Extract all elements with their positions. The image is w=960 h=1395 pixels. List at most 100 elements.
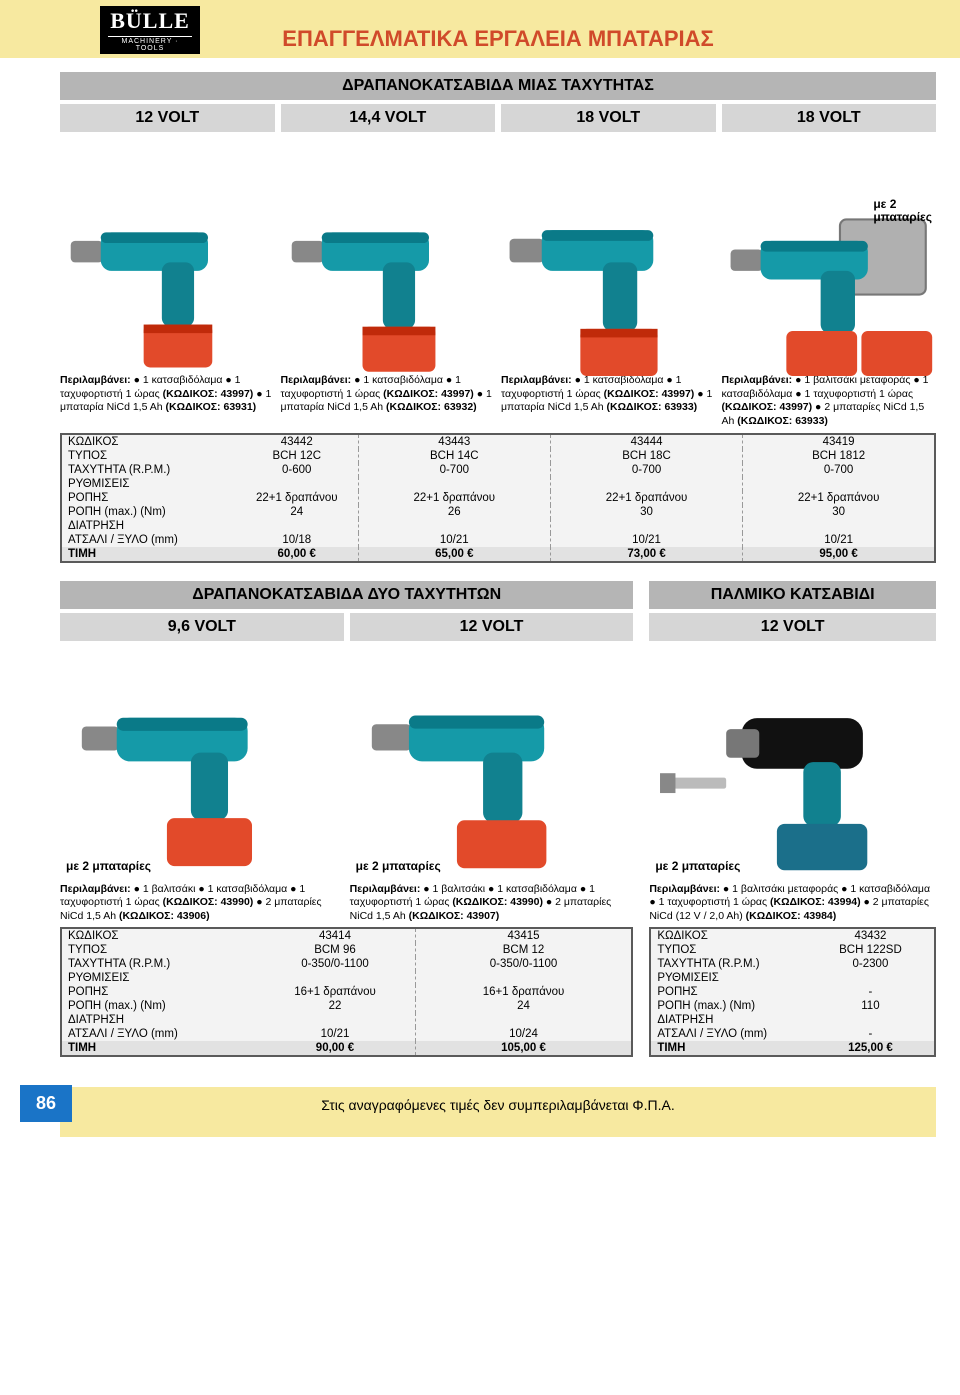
spec-label: ΑΤΣΑΛΙ / ΞΥΛΟ (mm) [61, 533, 236, 547]
spec-value: 0-700 [743, 463, 935, 477]
spec-value: 43419 [743, 434, 935, 449]
spec-label: ΡΟΠΗ (max.) (Nm) [650, 999, 807, 1013]
spec-label: ΡΥΘΜΙΣΕΙΣ [61, 971, 255, 985]
section2b: ΠΑΛΜΙΚΟ ΚΑΤΣΑΒΙΔΙ 12 VOLT με 2 μπαταρίες… [649, 581, 936, 1076]
section2a-spec-table: ΚΩΔΙΚΟΣ4341443415ΤΥΠΟΣBCM 96BCM 12ΤΑΧΥΤΗ… [60, 927, 633, 1057]
spec-label: ΡΟΠΗ (max.) (Nm) [61, 505, 236, 519]
includes-text: Περιλαμβάνει: ● 1 βαλιτσάκι μεταφοράς ● … [722, 374, 937, 429]
spec-value [415, 1013, 632, 1027]
product-col: με 2 μπαταρίες [60, 647, 344, 877]
brand-name: BÜLLE [108, 8, 192, 34]
drill-image [350, 685, 634, 855]
section2a-products: με 2 μπαταρίες με 2 μπαταρίες [60, 647, 633, 877]
section2a-volt-row: 9,6 VOLT 12 VOLT [60, 613, 633, 641]
spec-label: ΤΑΧΥΤΗΤΑ (R.P.M.) [61, 957, 255, 971]
spec-label: ΤΥΠΟΣ [61, 449, 236, 463]
price-value: 65,00 € [358, 547, 550, 562]
product-col: με 2 μπαταρίες [722, 138, 937, 368]
volt-cell: 12 VOLT [350, 613, 634, 641]
spec-value [255, 1013, 415, 1027]
price-value: 105,00 € [415, 1041, 632, 1056]
spec-label: ΡΟΠΗΣ [61, 491, 236, 505]
volt-cell: 18 VOLT [501, 104, 716, 132]
section2a: ΔΡΑΠΑΝΟΚΑΤΣΑΒΙΔΑ ΔΥΟ ΤΑΧΥΤΗΤΩΝ 9,6 VOLT … [60, 581, 633, 1076]
spec-value [550, 477, 742, 491]
product-col [60, 138, 275, 368]
spec-label: ΔΙΑΤΡΗΣΗ [650, 1013, 807, 1027]
includes-text: Περιλαμβάνει: ● 1 βαλιτσάκι ● 1 κατσαβιδ… [350, 883, 634, 924]
brand-logo: BÜLLE MACHINERY · TOOLS [100, 6, 200, 54]
spec-label: ΚΩΔΙΚΟΣ [61, 928, 255, 943]
spec-value: 43414 [255, 928, 415, 943]
spec-value: 0-2300 [807, 957, 935, 971]
page-number: 86 [20, 1085, 72, 1122]
price-value: 95,00 € [743, 547, 935, 562]
spec-value: 24 [415, 999, 632, 1013]
spec-value [255, 971, 415, 985]
section2a-includes: Περιλαμβάνει: ● 1 βαλιτσάκι ● 1 κατσαβιδ… [60, 883, 633, 924]
spec-value: 22 [255, 999, 415, 1013]
footer-text: Στις αναγραφόμενες τιμές δεν συμπεριλαμβ… [321, 1097, 674, 1113]
price-label: ΤΙΜΗ [650, 1041, 807, 1056]
spec-value: 10/21 [743, 533, 935, 547]
section2b-products: με 2 μπαταρίες [649, 647, 936, 877]
includes-text: Περιλαμβάνει: ● 1 βαλιτσάκι μεταφοράς ● … [649, 883, 936, 924]
two-battery-note: με 2 μπαταρίες [873, 198, 932, 224]
section2b-spec-table: ΚΩΔΙΚΟΣ43432ΤΥΠΟΣBCH 122SDΤΑΧΥΤΗΤΑ (R.P.… [649, 927, 936, 1057]
section2a-title: ΔΡΑΠΑΝΟΚΑΤΣΑΒΙΔΑ ΔΥΟ ΤΑΧΥΤΗΤΩΝ [60, 581, 633, 609]
spec-value: BCH 122SD [807, 943, 935, 957]
spec-label: ΤΑΧΥΤΗΤΑ (R.P.M.) [61, 463, 236, 477]
spec-value: 26 [358, 505, 550, 519]
product-col: με 2 μπαταρίες [649, 647, 936, 877]
spec-value: 10/21 [358, 533, 550, 547]
spec-value [236, 477, 358, 491]
spec-value [415, 971, 632, 985]
spec-value: 10/18 [236, 533, 358, 547]
spec-value: 22+1 δραπάνου [358, 491, 550, 505]
spec-value: 43432 [807, 928, 935, 943]
spec-value [550, 519, 742, 533]
spec-value: 0-350/0-1100 [415, 957, 632, 971]
section1-includes: Περιλαμβάνει: ● 1 κατσαβιδόλαμα ● 1 ταχυ… [60, 374, 936, 429]
spec-value: 30 [743, 505, 935, 519]
section2b-includes: Περιλαμβάνει: ● 1 βαλιτσάκι μεταφοράς ● … [649, 883, 936, 924]
price-label: ΤΙΜΗ [61, 1041, 255, 1056]
spec-value: BCH 18C [550, 449, 742, 463]
spec-value [743, 519, 935, 533]
section1-products: με 2 μπαταρίες [60, 138, 936, 368]
spec-value [236, 519, 358, 533]
spec-value: 10/21 [255, 1027, 415, 1041]
spec-label: ΔΙΑΤΡΗΣΗ [61, 519, 236, 533]
product-col [501, 138, 716, 368]
spec-label: ΡΟΠΗΣ [650, 985, 807, 999]
spec-label: ΤΥΠΟΣ [650, 943, 807, 957]
drill-image [501, 198, 716, 368]
spec-value: BCH 12C [236, 449, 358, 463]
spec-value: 30 [550, 505, 742, 519]
spec-value: BCM 12 [415, 943, 632, 957]
spec-value: - [807, 1027, 935, 1041]
spec-value: 0-700 [550, 463, 742, 477]
spec-value [807, 1013, 935, 1027]
section1-spec-table: ΚΩΔΙΚΟΣ43442434434344443419ΤΥΠΟΣBCH 12CB… [60, 433, 936, 563]
spec-value [807, 971, 935, 985]
drill-image [281, 198, 496, 368]
section1-title: ΔΡΑΠΑΝΟΚΑΤΣΑΒΙΔΑ ΜΙΑΣ ΤΑΧΥΤΗΤΑΣ [60, 72, 936, 100]
spec-value: BCH 14C [358, 449, 550, 463]
section2b-volt-row: 12 VOLT [649, 613, 936, 641]
footer-bar: 86 Στις αναγραφόμενες τιμές δεν συμπεριλ… [60, 1087, 936, 1137]
spec-value: BCH 1812 [743, 449, 935, 463]
spec-value: 10/21 [550, 533, 742, 547]
spec-label: ΔΙΑΤΡΗΣΗ [61, 1013, 255, 1027]
spec-value: 43442 [236, 434, 358, 449]
spec-value: 24 [236, 505, 358, 519]
drill-image [60, 685, 344, 855]
section1-volt-row: 12 VOLT 14,4 VOLT 18 VOLT 18 VOLT [60, 104, 936, 132]
spec-label: ΡΥΘΜΙΣΕΙΣ [650, 971, 807, 985]
drill-image: με 2 μπαταρίες [722, 198, 937, 368]
brand-sub: MACHINERY · TOOLS [108, 36, 192, 52]
catalog-page: BÜLLE MACHINERY · TOOLS ΕΠΑΓΓΕΛΜΑΤΙΚΑ ΕΡ… [0, 0, 960, 1137]
price-value: 60,00 € [236, 547, 358, 562]
spec-value [358, 519, 550, 533]
spec-value: 0-350/0-1100 [255, 957, 415, 971]
